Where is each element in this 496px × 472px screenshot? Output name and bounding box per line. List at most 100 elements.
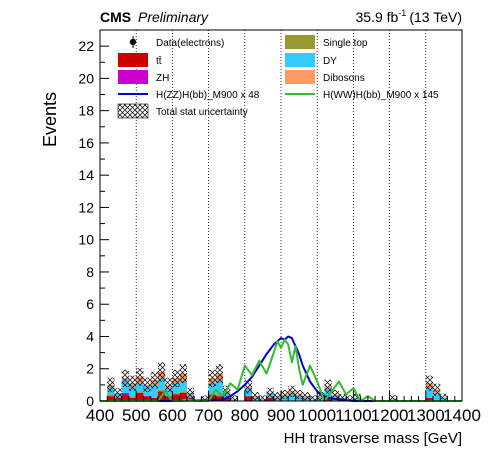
legend-swatch: [117, 103, 149, 119]
uncertainty-band: [136, 367, 144, 386]
bar-single_top: [107, 394, 115, 397]
bar-ttbar: [143, 396, 151, 401]
y-axis: 0 2 4 6 8 10 12 14 16 18 20 22: [78, 29, 109, 409]
legend-swatch: [285, 53, 315, 67]
uncertainty-band: [244, 379, 253, 394]
legend-label: Single top: [323, 38, 368, 49]
x-tick-label: 1300: [407, 406, 445, 425]
bar-dy: [208, 383, 216, 395]
legend-label: ZH: [156, 73, 169, 84]
legend-entry-data: Data(electrons): [129, 36, 224, 49]
bar-single_top: [128, 396, 137, 398]
legend-entry-dy: DY: [285, 53, 337, 67]
uncertainty-band: [389, 395, 397, 401]
legend-swatch: [285, 35, 315, 49]
y-tick-label: 0: [86, 393, 94, 409]
bar-dy: [136, 383, 144, 392]
bar-dy: [179, 381, 187, 392]
legend-entry-single_top: Single top: [285, 35, 368, 49]
y-tick-label: 8: [86, 264, 94, 280]
x-tick-label: 900: [267, 406, 295, 425]
bar-zh: [121, 392, 129, 395]
uncertainty-band: [128, 375, 137, 391]
uncertainty-band: [230, 395, 238, 401]
uncertainty-band: [281, 389, 289, 400]
bar-ttbar: [172, 394, 180, 401]
bar-ttbar: [208, 394, 216, 401]
bar-dy: [215, 380, 224, 395]
legend-entry-zh: ZH: [118, 70, 169, 84]
bar-single_top: [179, 391, 187, 393]
legend-entry-unc: Total stat uncertainty: [117, 103, 248, 119]
uncertainty-band: [121, 369, 129, 388]
legend-entry-signal_ww: H(WW)H(bb)_M900 x 145: [285, 90, 439, 101]
uncertainty-band: [201, 395, 209, 401]
y-tick-label: 10: [78, 232, 94, 248]
bar-ttbar: [215, 396, 224, 401]
legend-entry-ttbar: tt̄: [118, 53, 162, 67]
uncertainty-band: [107, 377, 115, 393]
bar-ttbar: [136, 392, 144, 401]
bar-ttbar: [107, 396, 115, 401]
y-tick-label: 6: [86, 296, 94, 312]
uncertainty-band: [208, 369, 216, 388]
x-tick-label: 1100: [335, 406, 372, 425]
uncertainty-band: [288, 385, 296, 397]
uncertainty-band: [165, 377, 173, 393]
legend-swatch: [118, 70, 148, 84]
bar-ttbar: [244, 396, 253, 401]
legend-label: Total stat uncertainty: [156, 107, 248, 118]
uncertainty-band: [150, 371, 158, 389]
bar-dy: [288, 392, 296, 401]
legend-label: DY: [323, 56, 337, 67]
uncertainty-band: [338, 393, 347, 401]
x-tick-label: 500: [122, 406, 150, 425]
bar-dy: [433, 392, 441, 401]
header-lumi-block: 35.9 fb-1 (13 TeV): [355, 8, 462, 25]
legend-swatch: [285, 70, 315, 84]
y-tick-label: 14: [78, 167, 94, 183]
x-tick-label: 400: [86, 406, 114, 425]
x-tick-label: 1200: [371, 406, 409, 425]
uncertainty-band: [309, 395, 318, 401]
uncertainty-band: [114, 387, 122, 399]
legend-label: H(WW)H(bb)_M900 x 145: [323, 90, 439, 101]
header-energy: (13 TeV): [409, 9, 462, 25]
y-tick-label: 16: [78, 135, 94, 151]
bar-single_top: [157, 389, 166, 392]
bar-dy: [157, 378, 166, 390]
legend-label: Dibosons: [323, 73, 365, 84]
y-axis-label: Events: [40, 92, 60, 147]
y-tick-label: 2: [86, 361, 94, 377]
legend-entry-dibosons: Dibosons: [285, 70, 365, 84]
x-axis-label: HH transverse mass [GeV]: [284, 430, 462, 447]
bar-ttbar: [150, 397, 158, 401]
bar-ttbar: [179, 392, 187, 401]
y-tick-label: 4: [86, 328, 94, 344]
bar-single_top: [172, 392, 180, 395]
y-tick-label: 22: [78, 38, 94, 54]
uncertainty-band: [157, 362, 166, 382]
uncertainty-band: [317, 392, 325, 401]
bar-ttbar: [266, 397, 274, 401]
bar-ttbar: [223, 397, 231, 401]
legend-label: tt̄: [156, 55, 162, 67]
x-tick-label: 600: [158, 406, 186, 425]
bar-dy: [172, 383, 180, 393]
uncertainty-band: [295, 389, 303, 400]
bar-dy: [150, 384, 158, 398]
y-tick-label: 20: [78, 70, 94, 86]
uncertainty-band: [179, 364, 187, 384]
uncertainty-band: [346, 395, 354, 401]
curve-signal_zz: [100, 335, 462, 402]
uncertainty-band: [273, 392, 281, 401]
header-lumi: 35.9 fb: [355, 9, 398, 25]
header-status: Preliminary: [138, 9, 209, 25]
legend-entry-signal_zz: H(ZZ)H(bb)_M900 x 48: [118, 90, 260, 101]
uncertainty-band: [186, 387, 195, 399]
bar-ttbar: [425, 397, 434, 401]
uncertainty-band: [252, 392, 260, 401]
bar-ttbar: [324, 397, 332, 401]
